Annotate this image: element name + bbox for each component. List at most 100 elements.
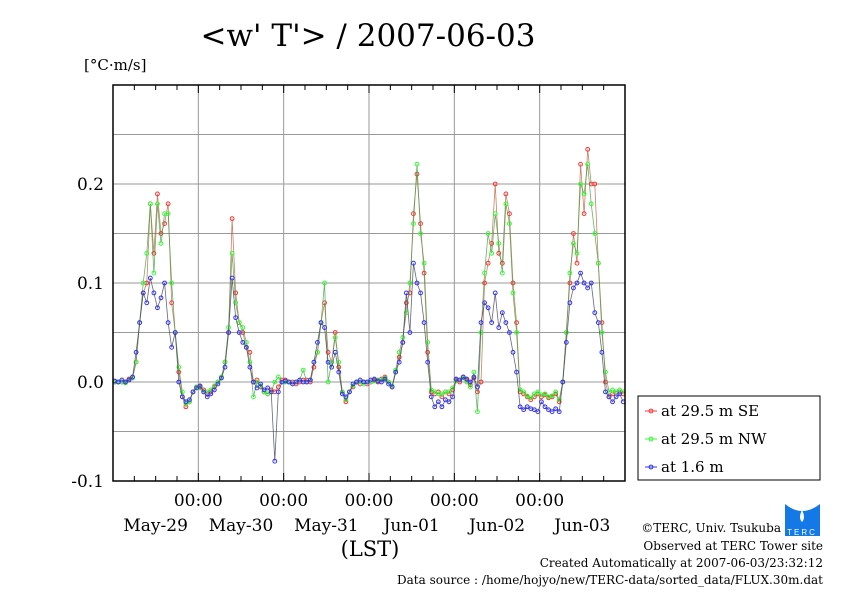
x-time-label: 00:00 bbox=[345, 491, 394, 511]
data-point bbox=[176, 364, 182, 370]
legend: at 29.5 m SE at 29.5 m NW at 1.6 m bbox=[637, 395, 821, 481]
data-point bbox=[535, 409, 541, 415]
data-point bbox=[243, 344, 249, 350]
created-text: Created Automatically at 2007-06-03/23:3… bbox=[540, 556, 823, 570]
data-point bbox=[236, 330, 242, 335]
x-axis-label: (LST) bbox=[341, 537, 400, 561]
data-point bbox=[371, 376, 377, 382]
data-point bbox=[265, 391, 271, 397]
data-point bbox=[162, 221, 167, 227]
legend-label: at 29.5 m NW bbox=[661, 430, 767, 448]
data-point bbox=[496, 325, 502, 330]
data-point bbox=[311, 364, 317, 370]
data-point bbox=[471, 374, 477, 380]
data-point bbox=[247, 364, 253, 370]
data-point bbox=[219, 375, 224, 381]
data-point bbox=[187, 397, 192, 403]
data-point bbox=[240, 340, 246, 345]
observed-text: Observed at TERC Tower site bbox=[643, 539, 823, 553]
data-point bbox=[414, 280, 420, 286]
data-point bbox=[130, 374, 135, 380]
data-point bbox=[418, 231, 423, 236]
data-point bbox=[507, 330, 512, 335]
data-point bbox=[162, 280, 167, 286]
data-point bbox=[190, 389, 196, 395]
data-point bbox=[347, 389, 352, 395]
data-point bbox=[503, 201, 509, 207]
data-point bbox=[421, 260, 427, 266]
data-point bbox=[144, 250, 150, 256]
data-point bbox=[432, 389, 438, 395]
data-point bbox=[581, 211, 587, 217]
data-point bbox=[553, 389, 559, 395]
data-point bbox=[151, 250, 157, 256]
data-point bbox=[311, 359, 317, 365]
data-point bbox=[535, 389, 541, 395]
data-point bbox=[403, 290, 409, 296]
data-point bbox=[254, 385, 260, 391]
data-point bbox=[428, 387, 434, 393]
data-point bbox=[514, 330, 519, 335]
data-point bbox=[578, 161, 583, 167]
data-point bbox=[524, 404, 530, 410]
data-point bbox=[201, 389, 207, 395]
data-point bbox=[233, 315, 239, 321]
data-point bbox=[325, 379, 331, 385]
data-point bbox=[496, 250, 502, 256]
data-point bbox=[233, 300, 239, 306]
data-point bbox=[517, 404, 523, 410]
data-point bbox=[595, 260, 601, 266]
data-point bbox=[332, 330, 338, 335]
data-point bbox=[556, 397, 562, 403]
data-point bbox=[354, 379, 359, 385]
data-point bbox=[499, 260, 505, 266]
data-point bbox=[155, 201, 160, 207]
data-point bbox=[151, 270, 157, 276]
copyright-text: ©TERC, Univ. Tsukuba bbox=[641, 521, 781, 535]
data-point bbox=[140, 280, 146, 286]
data-point bbox=[485, 231, 491, 236]
data-point bbox=[581, 191, 587, 197]
data-point bbox=[343, 394, 349, 400]
data-point bbox=[475, 384, 480, 390]
data-point bbox=[165, 320, 171, 326]
data-point bbox=[567, 300, 573, 306]
data-point bbox=[492, 290, 498, 296]
data-point bbox=[204, 394, 210, 400]
data-point bbox=[574, 260, 580, 266]
x-time-label: 00:00 bbox=[174, 491, 223, 511]
data-point bbox=[400, 340, 406, 345]
data-point bbox=[414, 171, 420, 177]
data-point bbox=[471, 369, 477, 375]
data-point bbox=[172, 330, 178, 335]
data-point bbox=[467, 384, 473, 390]
data-point bbox=[226, 330, 231, 335]
data-point bbox=[343, 397, 349, 403]
data-point bbox=[411, 211, 416, 217]
data-point bbox=[290, 381, 295, 387]
data-point bbox=[588, 280, 594, 286]
data-point bbox=[435, 399, 441, 405]
data-point bbox=[411, 260, 416, 266]
data-point bbox=[336, 369, 342, 375]
data-point bbox=[585, 161, 591, 167]
y-tick-label: 0.0 bbox=[77, 373, 104, 393]
data-point bbox=[322, 280, 327, 286]
data-point bbox=[275, 374, 281, 380]
series-group bbox=[112, 146, 626, 464]
data-point bbox=[507, 221, 512, 227]
data-point bbox=[140, 290, 146, 296]
data-point bbox=[482, 270, 487, 276]
data-point bbox=[364, 379, 370, 385]
data-point bbox=[414, 161, 420, 167]
data-point bbox=[222, 364, 228, 370]
data-point bbox=[539, 399, 544, 405]
data-point bbox=[155, 305, 160, 311]
data-point bbox=[467, 379, 473, 385]
data-point bbox=[115, 379, 121, 385]
data-point bbox=[421, 320, 427, 326]
data-point bbox=[581, 280, 587, 286]
data-point bbox=[315, 340, 320, 345]
series-2 bbox=[112, 260, 626, 464]
